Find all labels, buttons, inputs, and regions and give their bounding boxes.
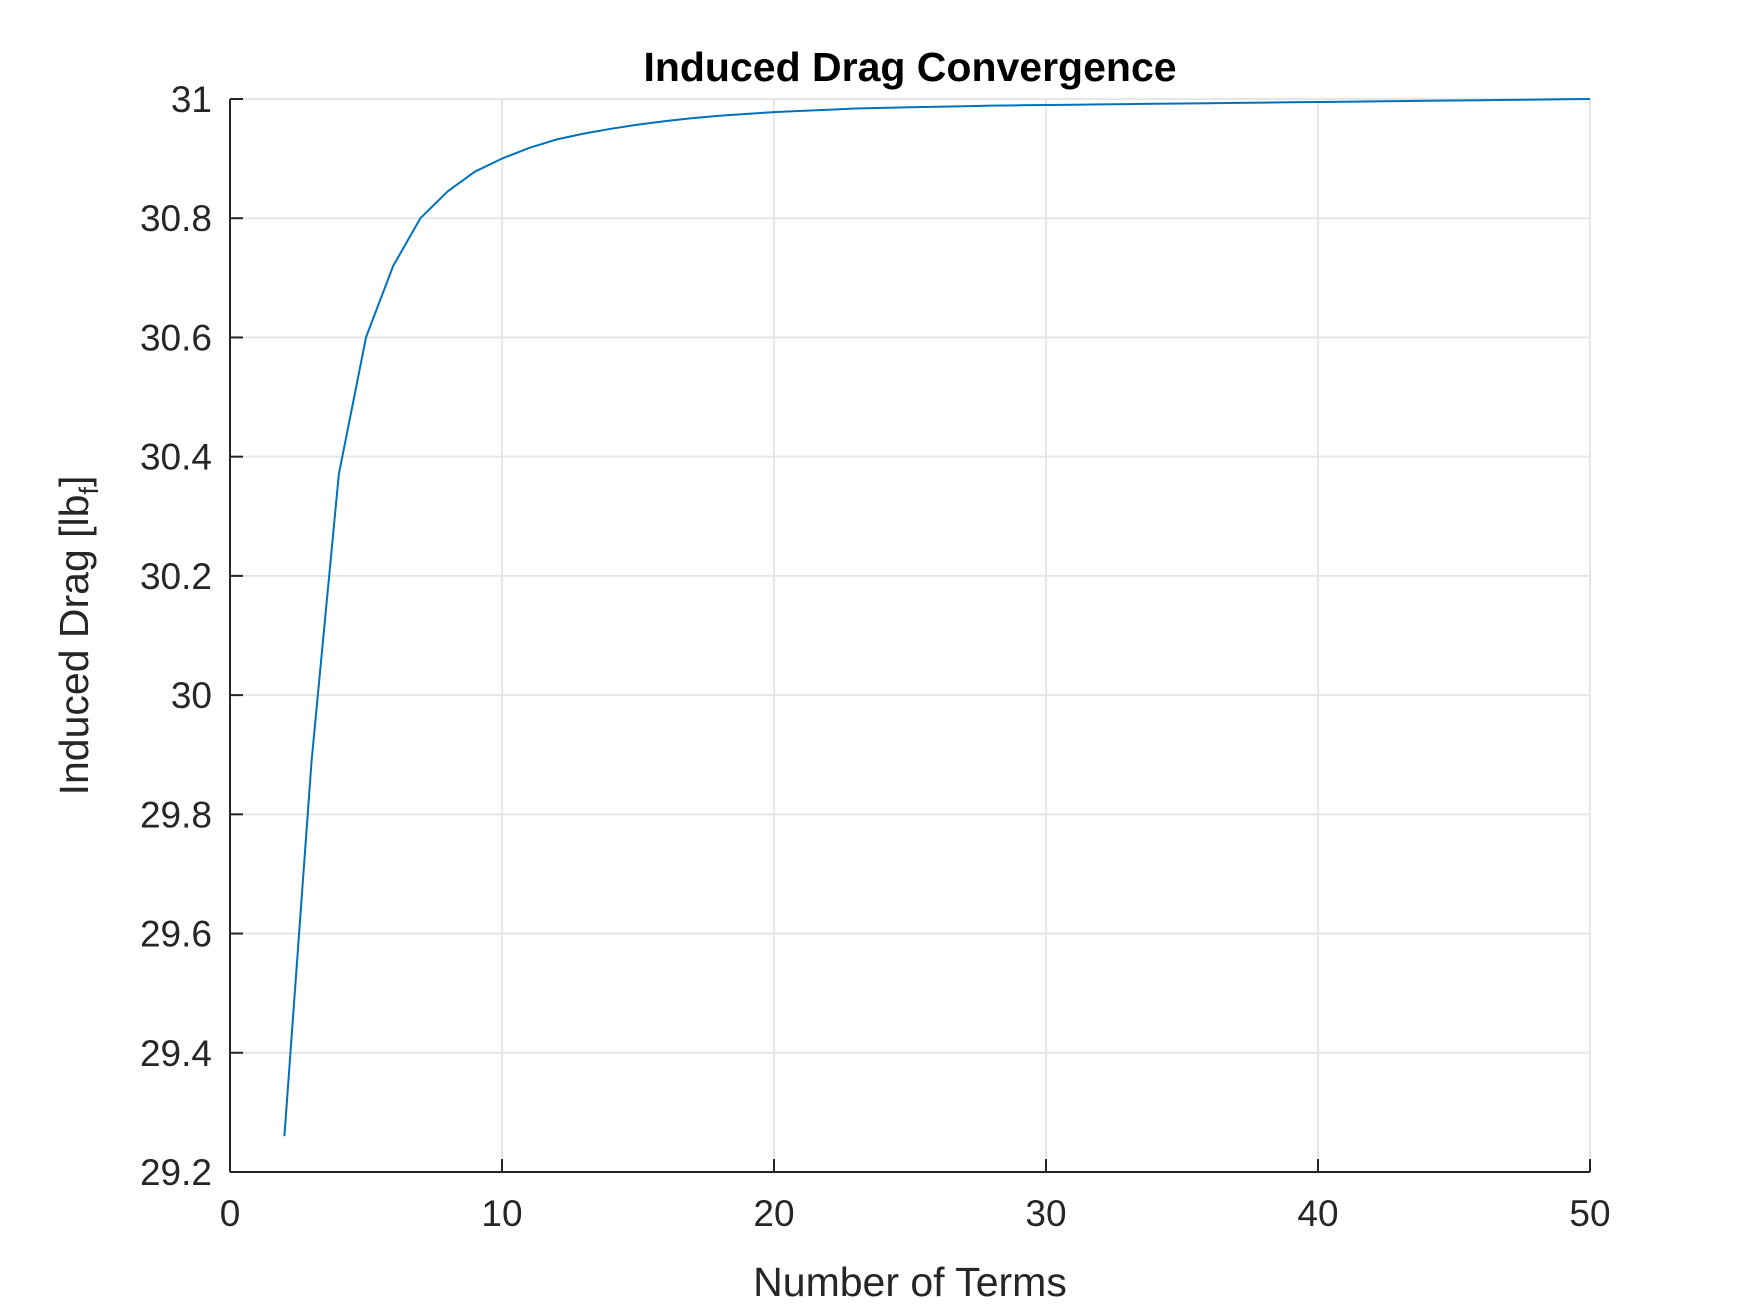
y-tick-label: 30.2: [140, 556, 212, 597]
x-tick-label: 0: [220, 1193, 241, 1234]
y-tick-label: 30.6: [140, 317, 212, 358]
plot-area: [230, 99, 1590, 1172]
x-tick-label: 30: [1025, 1193, 1066, 1234]
y-axis-label-close: ]: [51, 476, 97, 487]
grid: [229, 98, 1591, 1173]
y-tick-label: 30.4: [140, 437, 212, 478]
chart-title: Induced Drag Convergence: [643, 44, 1176, 90]
x-tick-label: 10: [481, 1193, 522, 1234]
tick-labels: 0 10 20 30 40 50 29.2 29.4 29.6 29.8 30 30.2 30.4 30.…: [140, 79, 1611, 1234]
y-axis-label-main: Induced Drag [lb: [51, 495, 97, 796]
x-tick-label: 50: [1569, 1193, 1610, 1234]
series-line: [283, 98, 1591, 1137]
y-tick-label: 30: [171, 675, 212, 716]
y-tick-label: 29.4: [140, 1033, 212, 1074]
x-axis-label: Number of Terms: [753, 1259, 1067, 1305]
x-tick-label: 20: [753, 1193, 794, 1234]
y-tick-label: 29.6: [140, 914, 212, 955]
y-tick-label: 30.8: [140, 198, 212, 239]
x-tick-label: 40: [1297, 1193, 1338, 1234]
y-tick-label: 31: [171, 79, 212, 120]
y-tick-label: 29.8: [140, 794, 212, 835]
y-axis-label-subscript: f: [74, 487, 104, 495]
y-axis-label: Induced Drag [lbf]: [51, 476, 104, 796]
y-tick-label: 29.2: [140, 1152, 212, 1193]
axes: [229, 98, 1591, 1173]
series: [283, 98, 1591, 1137]
